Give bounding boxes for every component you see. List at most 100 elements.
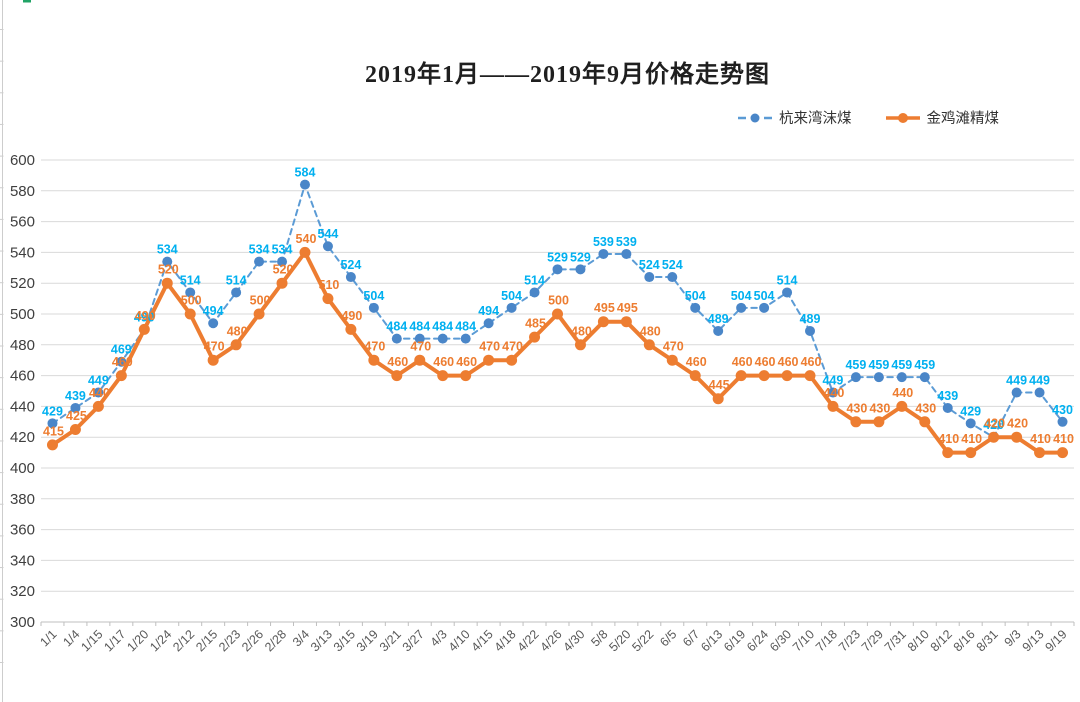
jinjitan-data-point[interactable] <box>506 354 518 366</box>
hanglaiwan-data-point[interactable] <box>254 256 265 267</box>
hanglaiwan-data-point[interactable] <box>782 287 793 298</box>
hanglaiwan-data-point[interactable] <box>896 372 907 383</box>
hanglaiwan-data-point[interactable] <box>185 287 196 298</box>
jinjitan-data-label: 495 <box>617 301 638 315</box>
jinjitan-data-point[interactable] <box>597 316 609 328</box>
hanglaiwan-data-point[interactable] <box>277 256 288 267</box>
jinjitan-data-point[interactable] <box>1034 447 1046 459</box>
jinjitan-data-point[interactable] <box>46 439 58 451</box>
jinjitan-data-point[interactable] <box>299 246 311 258</box>
hanglaiwan-data-point[interactable] <box>690 302 701 313</box>
jinjitan-data-point[interactable] <box>437 370 449 382</box>
hanglaiwan-data-point[interactable] <box>414 333 425 344</box>
hanglaiwan-data-label: 529 <box>547 250 568 264</box>
hanglaiwan-data-point[interactable] <box>437 333 448 344</box>
jinjitan-data-point[interactable] <box>414 354 426 366</box>
hanglaiwan-data-point[interactable] <box>116 356 127 367</box>
hanglaiwan-data-point[interactable] <box>1011 387 1022 398</box>
hanglaiwan-data-point[interactable] <box>850 372 861 383</box>
jinjitan-data-point[interactable] <box>1011 431 1023 443</box>
jinjitan-data-point[interactable] <box>345 323 357 335</box>
jinjitan-data-point[interactable] <box>919 416 931 428</box>
jinjitan-data-label: 430 <box>846 401 867 415</box>
jinjitan-data-point[interactable] <box>758 370 770 382</box>
jinjitan-data-point[interactable] <box>896 400 908 412</box>
hanglaiwan-data-point[interactable] <box>644 272 655 283</box>
jinjitan-data-point[interactable] <box>712 393 724 405</box>
jinjitan-data-point[interactable] <box>138 323 150 335</box>
hanglaiwan-data-point[interactable] <box>713 325 724 336</box>
jinjitan-data-point[interactable] <box>689 370 701 382</box>
legend-item-hanglaiwan[interactable]: 杭来湾沫煤 <box>738 107 852 128</box>
hanglaiwan-data-point[interactable] <box>391 333 402 344</box>
jinjitan-data-point[interactable] <box>161 277 173 289</box>
jinjitan-data-point[interactable] <box>873 416 885 428</box>
jinjitan-data-point[interactable] <box>850 416 862 428</box>
jinjitan-data-point[interactable] <box>735 370 747 382</box>
jinjitan-data-point[interactable] <box>322 293 334 305</box>
hanglaiwan-data-point[interactable] <box>827 387 838 398</box>
jinjitan-data-point[interactable] <box>115 370 127 382</box>
hanglaiwan-data-point[interactable] <box>1034 387 1045 398</box>
jinjitan-data-point[interactable] <box>391 370 403 382</box>
jinjitan-data-point[interactable] <box>92 400 104 412</box>
hanglaiwan-data-point[interactable] <box>575 264 586 275</box>
hanglaiwan-data-point[interactable] <box>919 372 930 383</box>
jinjitan-data-point[interactable] <box>230 339 242 351</box>
jinjitan-data-point[interactable] <box>988 431 1000 443</box>
jinjitan-data-point[interactable] <box>1057 447 1069 459</box>
jinjitan-data-point[interactable] <box>69 424 81 435</box>
jinjitan-data-point[interactable] <box>827 400 839 412</box>
hanglaiwan-data-point[interactable] <box>667 272 678 283</box>
jinjitan-data-point[interactable] <box>965 447 977 459</box>
jinjitan-data-point[interactable] <box>552 308 563 320</box>
jinjitan-data-point[interactable] <box>529 331 541 343</box>
jinjitan-data-point[interactable] <box>574 339 586 351</box>
jinjitan-data-point[interactable] <box>184 308 196 320</box>
hanglaiwan-data-point[interactable] <box>299 179 310 190</box>
jinjitan-data-point[interactable] <box>253 308 265 320</box>
jinjitan-data-label: 485 <box>525 317 546 331</box>
hanglaiwan-data-point[interactable] <box>70 402 81 413</box>
hanglaiwan-data-point[interactable] <box>208 318 219 329</box>
hanglaiwan-data-point[interactable] <box>598 248 609 259</box>
jinjitan-data-point[interactable] <box>620 316 632 328</box>
hanglaiwan-data-point[interactable] <box>1057 416 1068 427</box>
jinjitan-data-point[interactable] <box>276 277 288 289</box>
hanglaiwan-data-point[interactable] <box>460 333 471 344</box>
hanglaiwan-data-point[interactable] <box>529 287 540 298</box>
jinjitan-data-label: 460 <box>778 355 799 369</box>
jinjitan-data-label: 420 <box>1007 417 1028 431</box>
hanglaiwan-data-point[interactable] <box>506 302 517 313</box>
hanglaiwan-data-point[interactable] <box>942 402 953 413</box>
hanglaiwan-data-point[interactable] <box>322 241 333 252</box>
jinjitan-data-point[interactable] <box>804 370 816 382</box>
hanglaiwan-data-point[interactable] <box>621 248 632 259</box>
jinjitan-data-point[interactable] <box>207 354 219 366</box>
hanglaiwan-data-point[interactable] <box>345 272 356 283</box>
hanglaiwan-data-point[interactable] <box>759 302 770 313</box>
hanglaiwan-data-point[interactable] <box>47 418 58 429</box>
hanglaiwan-data-point[interactable] <box>805 325 816 336</box>
hanglaiwan-data-point[interactable] <box>368 302 379 313</box>
jinjitan-data-point[interactable] <box>483 354 495 366</box>
jinjitan-data-point[interactable] <box>942 447 954 459</box>
hanglaiwan-data-point[interactable] <box>93 387 104 398</box>
hanglaiwan-data-point[interactable] <box>965 418 976 429</box>
jinjitan-data-point[interactable] <box>781 370 793 382</box>
hanglaiwan-data-label: 439 <box>937 389 958 403</box>
jinjitan-data-label: 480 <box>227 324 248 338</box>
hanglaiwan-data-point[interactable] <box>483 318 494 329</box>
hanglaiwan-data-point[interactable] <box>873 372 884 383</box>
jinjitan-data-point[interactable] <box>643 339 655 351</box>
x-axis-label: 4/10 <box>446 627 473 654</box>
hanglaiwan-data-point[interactable] <box>162 256 173 267</box>
jinjitan-data-point[interactable] <box>368 354 380 366</box>
jinjitan-data-point[interactable] <box>460 370 472 382</box>
hanglaiwan-data-point[interactable] <box>552 264 563 275</box>
jinjitan-data-point[interactable] <box>666 354 678 366</box>
hanglaiwan-data-point[interactable] <box>231 287 242 298</box>
hanglaiwan-data-point[interactable] <box>736 302 747 313</box>
legend-item-jinjitan[interactable]: 金鸡滩精煤 <box>885 107 999 128</box>
